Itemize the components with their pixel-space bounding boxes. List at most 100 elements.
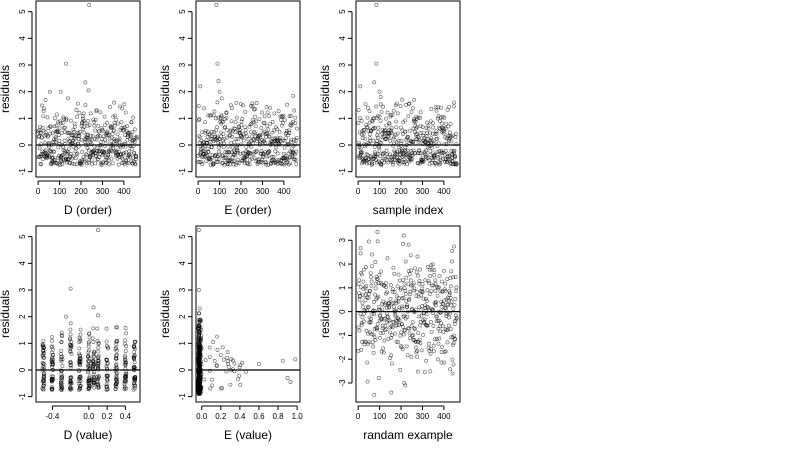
- data-point: [434, 131, 439, 136]
- data-point: [254, 101, 259, 106]
- data-point: [390, 112, 395, 117]
- data-point: [413, 327, 418, 331]
- data-point: [90, 359, 95, 364]
- data-point: [409, 110, 414, 114]
- data-point: [398, 367, 403, 372]
- data-point: [228, 382, 233, 387]
- data-point: [437, 148, 442, 153]
- data-point: [198, 344, 203, 349]
- data-point: [374, 104, 379, 109]
- data-point: [411, 281, 416, 286]
- plot-panel-6: 0 100 200 300 400 -3 -2 -1 0 1 2 3 randam example res…: [318, 225, 461, 442]
- data-point: [42, 344, 46, 349]
- x-tick-label: 200: [394, 187, 408, 196]
- x-tick-label: 400: [437, 412, 451, 421]
- data-point: [373, 337, 378, 342]
- data-point: [215, 125, 220, 130]
- data-point: [378, 154, 382, 158]
- y-tick-label: 3: [18, 62, 27, 67]
- data-point: [402, 286, 407, 291]
- data-point: [446, 139, 451, 144]
- data-point: [53, 135, 58, 140]
- x-tick-label: -0.4: [46, 412, 60, 421]
- data-point: [73, 136, 78, 141]
- data-point: [78, 386, 83, 391]
- x-axis-title: D (value): [64, 428, 113, 442]
- data-point: [58, 89, 63, 94]
- data-point: [375, 322, 380, 326]
- data-point: [207, 355, 212, 359]
- data-point: [49, 374, 54, 379]
- y-tick-label: 2: [178, 314, 187, 319]
- data-point: [60, 162, 65, 167]
- data-point: [390, 287, 395, 291]
- data-point: [418, 115, 422, 120]
- y-tick-label: 1: [18, 341, 27, 346]
- data-point: [198, 84, 203, 89]
- data-point: [391, 265, 396, 270]
- data-point: [87, 335, 92, 340]
- data-point: [381, 156, 386, 161]
- data-point: [411, 288, 416, 293]
- data-point: [109, 156, 114, 161]
- data-point: [51, 374, 56, 379]
- data-point: [439, 279, 444, 284]
- data-point: [408, 149, 413, 154]
- data-point: [411, 119, 416, 124]
- data-point: [248, 152, 253, 156]
- data-point: [49, 149, 54, 154]
- x-tick-label: 400: [117, 187, 131, 196]
- data-point: [123, 361, 127, 366]
- data-point: [400, 97, 405, 102]
- data-point: [92, 350, 97, 355]
- data-point: [130, 130, 135, 135]
- data-point: [365, 125, 370, 130]
- data-point: [385, 315, 390, 319]
- data-point: [384, 327, 389, 332]
- data-point: [64, 118, 69, 123]
- data-point: [414, 270, 419, 275]
- data-point: [401, 233, 406, 238]
- data-point: [196, 388, 201, 393]
- data-point: [115, 132, 120, 137]
- data-point: [412, 326, 417, 331]
- data-point: [38, 124, 43, 129]
- x-axis-title: sample index: [373, 203, 444, 217]
- plot-panel-1: 0 100 200 300 400 -1 0 1 2 3 4 5 D (order) residuals: [0, 0, 141, 217]
- data-point: [399, 330, 404, 335]
- data-point: [359, 151, 364, 156]
- data-point: [448, 121, 453, 126]
- data-point: [358, 84, 363, 89]
- data-point: [407, 272, 412, 276]
- data-point: [49, 387, 54, 392]
- data-point: [366, 239, 371, 244]
- data-point: [240, 117, 245, 121]
- data-point: [196, 288, 201, 292]
- data-point: [212, 358, 217, 363]
- data-point: [364, 328, 369, 333]
- data-point: [120, 106, 125, 111]
- data-point: [50, 131, 55, 136]
- data-point: [424, 299, 429, 303]
- data-point: [128, 132, 133, 137]
- data-point: [392, 271, 397, 276]
- data-point: [51, 149, 56, 154]
- data-point: [226, 359, 231, 364]
- data-point: [435, 152, 440, 157]
- data-point: [86, 363, 91, 368]
- data-point: [372, 335, 377, 340]
- data-point: [123, 355, 127, 360]
- data-point: [394, 294, 399, 299]
- data-point: [435, 357, 440, 362]
- data-point: [436, 105, 441, 110]
- data-point: [87, 122, 92, 127]
- data-point: [66, 146, 71, 151]
- data-point: [59, 333, 64, 338]
- data-point: [67, 139, 72, 144]
- data-point: [427, 143, 431, 148]
- data-point: [237, 365, 242, 370]
- data-point: [110, 161, 115, 166]
- data-point: [197, 306, 202, 311]
- data-point: [241, 151, 246, 156]
- data-point: [378, 102, 383, 107]
